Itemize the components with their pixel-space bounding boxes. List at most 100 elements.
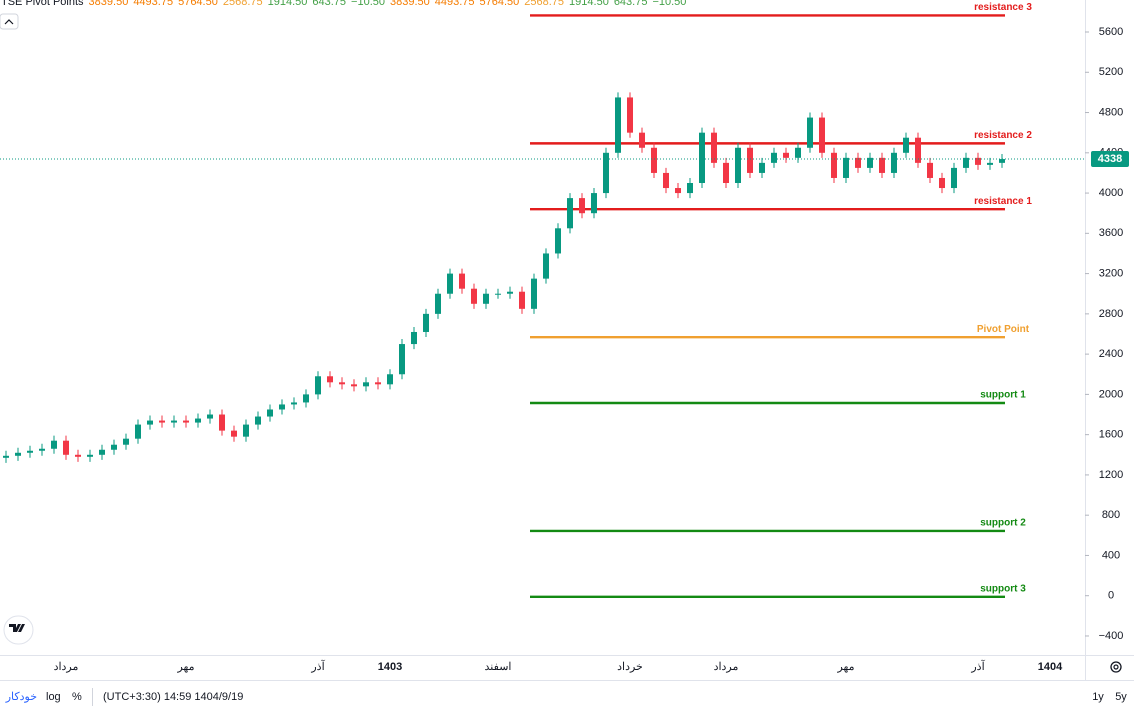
candle-body bbox=[831, 152, 837, 178]
candle-body bbox=[267, 409, 273, 417]
candle-body bbox=[915, 137, 921, 163]
candle-body bbox=[723, 162, 729, 184]
indicator-title: TSE Pivot Points bbox=[1, 0, 84, 8]
candle-body bbox=[387, 374, 393, 385]
candle-body bbox=[291, 402, 297, 405]
candle-body bbox=[483, 293, 489, 304]
legend-value: −10.50 bbox=[351, 0, 385, 8]
legend-value: 5764.50 bbox=[480, 0, 520, 8]
y-tick-label: 400 bbox=[1102, 549, 1120, 561]
candle-body bbox=[639, 132, 645, 148]
candle-body bbox=[27, 450, 33, 453]
y-tick-label: 1600 bbox=[1099, 429, 1123, 441]
candle-body bbox=[939, 177, 945, 189]
x-tick-label: مهر bbox=[176, 661, 194, 673]
candle-body bbox=[159, 420, 165, 423]
candle-body bbox=[219, 414, 225, 431]
candle-body bbox=[771, 152, 777, 163]
candle-body bbox=[891, 152, 897, 173]
legend-value: 643.75 bbox=[312, 0, 346, 8]
x-tick-label: مهر bbox=[836, 661, 854, 673]
candle-body bbox=[471, 288, 477, 304]
candle-body bbox=[171, 420, 177, 423]
x-tick-label: آذر bbox=[970, 660, 985, 673]
y-tick-label: 4000 bbox=[1099, 187, 1123, 199]
candle-body bbox=[303, 394, 309, 403]
pivot-label: support 2 bbox=[980, 518, 1026, 529]
candle-body bbox=[627, 97, 633, 133]
candle-body bbox=[411, 331, 417, 345]
pivot-label: resistance 1 bbox=[974, 196, 1032, 207]
candle-body bbox=[135, 424, 141, 439]
candle-body bbox=[495, 293, 501, 295]
candle-body bbox=[711, 132, 717, 163]
legend-value: −10.50 bbox=[652, 0, 686, 8]
candle-body bbox=[111, 444, 117, 450]
legend-value: 4493.75 bbox=[435, 0, 475, 8]
candle-body bbox=[579, 198, 585, 214]
candle-body bbox=[507, 291, 513, 294]
auto-button[interactable]: خودکار bbox=[5, 691, 37, 703]
plot: resistance 1 resistance 2 resistance 3 Pivo… bbox=[3, 2, 1032, 598]
candle-body bbox=[555, 228, 561, 254]
candle-body bbox=[3, 455, 9, 458]
legend-value: 2568.75 bbox=[524, 0, 564, 8]
candle-body bbox=[543, 253, 549, 279]
range-button[interactable]: 1y bbox=[1092, 691, 1104, 703]
candle-body bbox=[255, 416, 261, 425]
candle-body bbox=[927, 162, 933, 178]
percent-button[interactable]: % bbox=[72, 691, 82, 703]
candle-body bbox=[783, 152, 789, 158]
log-button[interactable]: log bbox=[46, 691, 61, 703]
legend-value: 5764.50 bbox=[178, 0, 218, 8]
x-tick-label: آذر bbox=[310, 660, 325, 673]
candle-body bbox=[399, 344, 405, 375]
candle-body bbox=[327, 376, 333, 383]
candle-body bbox=[735, 147, 741, 184]
last-price-box bbox=[1091, 151, 1129, 168]
y-tick-label: 2400 bbox=[1099, 348, 1123, 360]
candle-body bbox=[567, 198, 573, 229]
candle-body bbox=[351, 384, 357, 387]
candle-body bbox=[687, 183, 693, 194]
collapse-icon bbox=[4, 19, 14, 25]
pivot-label: resistance 2 bbox=[974, 130, 1032, 141]
candle-body bbox=[819, 117, 825, 153]
x-tick-label: 1404 bbox=[1038, 661, 1063, 673]
candle-body bbox=[315, 376, 321, 395]
y-tick-label: 5200 bbox=[1099, 66, 1123, 78]
candle-body bbox=[843, 157, 849, 178]
legend-value: 2568.75 bbox=[223, 0, 263, 8]
candle-body bbox=[987, 162, 993, 165]
candle-body bbox=[795, 147, 801, 158]
pivot-label: Pivot Point bbox=[977, 324, 1030, 335]
candle-body bbox=[651, 147, 657, 173]
candle-body bbox=[195, 418, 201, 423]
collapse-button[interactable] bbox=[0, 13, 19, 30]
time-label[interactable]: (UTC+3:30) 14:59 1404/9/19 bbox=[103, 691, 243, 703]
legend-value: 1914.50 bbox=[268, 0, 308, 8]
candle-body bbox=[339, 382, 345, 385]
candle-body bbox=[207, 414, 213, 419]
candle-body bbox=[807, 117, 813, 148]
candle-body bbox=[759, 162, 765, 173]
y-tick-label: −400 bbox=[1099, 630, 1124, 642]
candle-body bbox=[447, 273, 453, 294]
range-button[interactable]: 5y bbox=[1115, 691, 1127, 703]
candle-body bbox=[363, 382, 369, 387]
candle-body bbox=[855, 157, 861, 168]
y-tick-label: 0 bbox=[1108, 590, 1114, 602]
y-tick-label: 1200 bbox=[1099, 469, 1123, 481]
candle-body bbox=[615, 97, 621, 153]
candle-body bbox=[147, 420, 153, 425]
x-tick-label: خرداد bbox=[617, 661, 643, 673]
legend-value: 3839.50 bbox=[89, 0, 129, 8]
candle-body bbox=[663, 172, 669, 189]
settings-icon[interactable] bbox=[1110, 661, 1122, 673]
candle-body bbox=[375, 382, 381, 385]
y-tick-label: 5600 bbox=[1099, 26, 1123, 38]
y-tick-label: 2800 bbox=[1099, 308, 1123, 320]
